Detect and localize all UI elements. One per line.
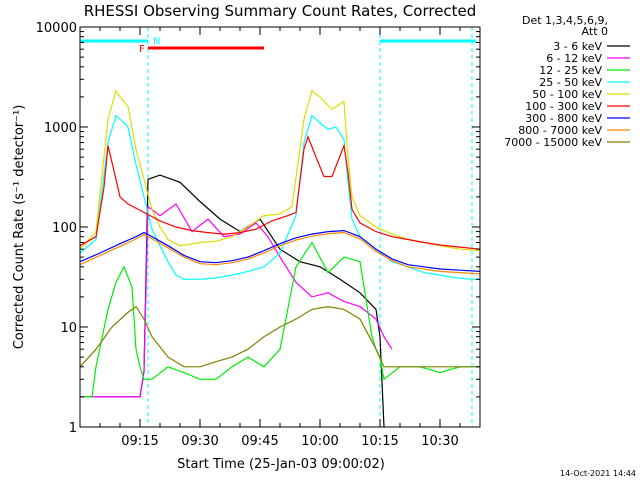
x-tick-label-0: 09:15: [121, 434, 158, 449]
y-tick-label-1: 10: [60, 321, 77, 336]
y-tick-label-2: 100: [52, 221, 77, 236]
series-line-0: [80, 174, 385, 428]
series-line-6: [79, 229, 481, 272]
legend-header-1: Att 0: [582, 25, 608, 38]
x-tick-label-1: 09:30: [181, 434, 218, 449]
legend-label-7: 800 - 7000 keV: [518, 124, 602, 137]
series-line-7: [79, 231, 481, 275]
y-axis-label: Corrected Count Rate (s⁻¹ detector⁻¹): [12, 105, 27, 350]
legend-label-5: 100 - 300 keV: [525, 100, 602, 113]
legend-label-1: 6 - 12 keV: [546, 52, 602, 65]
y-tick-label-3: 1000: [44, 121, 77, 136]
x-tick-label-3: 10:00: [301, 434, 338, 449]
flag-label-N: N: [153, 36, 160, 47]
x-tick-label-4: 10:15: [361, 434, 398, 449]
y-tick-label-4: 10000: [36, 21, 77, 36]
legend-header-0: Det 1,3,4,5,6,9,: [522, 14, 608, 27]
y-tick-label-0: 1: [69, 421, 77, 436]
series-line-5: [79, 134, 481, 250]
series-line-2: [80, 241, 480, 398]
legend-label-4: 50 - 100 keV: [532, 88, 602, 101]
series-line-4: [79, 89, 481, 252]
chart-title: RHESSI Observing Summary Count Rates, Co…: [84, 2, 477, 20]
series-line-8: [79, 305, 480, 368]
legend-label-6: 300 - 800 keV: [525, 112, 602, 125]
x-tick-label-5: 10:30: [421, 434, 458, 449]
x-tick-label-2: 09:45: [241, 434, 278, 449]
footer-date: 14-Oct-2021 14:44: [560, 469, 636, 478]
x-axis-label: Start Time (25-Jan-03 09:00:02): [177, 457, 385, 472]
legend-label-2: 12 - 25 keV: [539, 64, 602, 77]
legend-label-0: 3 - 6 keV: [553, 40, 602, 53]
series-line-3: [79, 114, 480, 280]
plot-area: NF 1 10 100 1000 10000 09:15 09:30 09:45 10:00 10:…: [36, 21, 481, 449]
legend-label-3: 25 - 50 keV: [539, 76, 602, 89]
legend-label-8: 7000 - 15000 keV: [504, 136, 602, 149]
flag-label-F: F: [139, 44, 145, 55]
